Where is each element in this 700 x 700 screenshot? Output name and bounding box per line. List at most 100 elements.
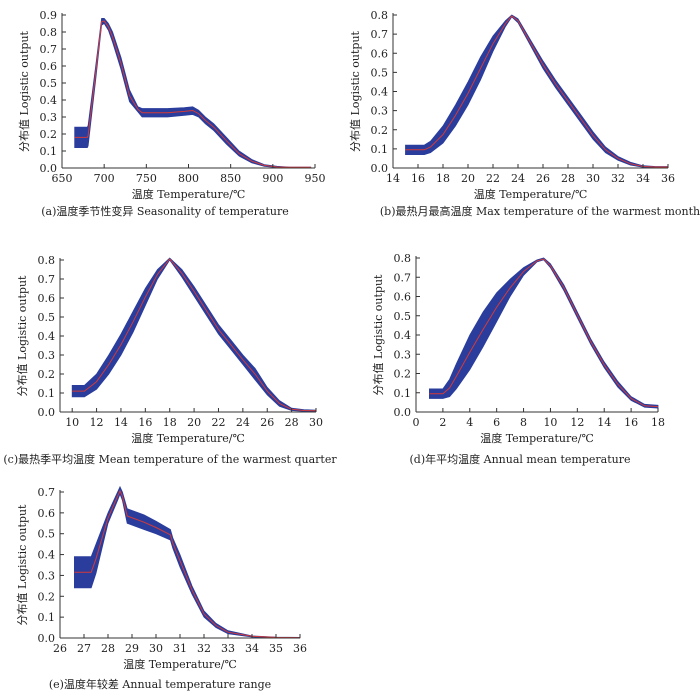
y-axis-title: 分布值 Logistic output — [372, 274, 385, 395]
x-tick-label: 14 — [386, 172, 400, 185]
y-tick-label: 0.8 — [371, 9, 389, 22]
x-axis-title: 温度 Temperature/℃ — [480, 431, 594, 445]
y-tick-label: 0.6 — [38, 507, 56, 520]
x-tick-label: 18 — [651, 416, 665, 429]
x-tick-label: 900 — [262, 172, 283, 185]
x-tick-label: 14 — [597, 416, 611, 429]
x-tick-label: 16 — [138, 416, 152, 429]
y-tick-label: 0.0 — [394, 406, 412, 419]
y-tick-label: 0.6 — [40, 60, 58, 73]
x-tick-label: 22 — [211, 416, 225, 429]
x-tick-label: 16 — [411, 172, 425, 185]
y-axis-title: 分布值 Logistic output — [16, 504, 29, 625]
panel-caption: (a)温度季节性变异 Seasonality of temperature — [41, 204, 289, 218]
x-tick-label: 18 — [436, 172, 450, 185]
x-tick-label: 31 — [173, 642, 187, 655]
y-tick-label: 0.4 — [38, 330, 56, 343]
x-tick-label: 0 — [413, 416, 420, 429]
x-axis-title: 温度 Temperature/℃ — [474, 187, 588, 201]
y-tick-label: 0.4 — [394, 329, 412, 342]
x-tick-label: 30 — [309, 416, 323, 429]
chart-panel-2: 0.0 0.1 0.2 0.3 0.4 0.5 0.6 0.7 0.8 10 12 14 16 18 20 2… — [3, 254, 337, 466]
confidence-band — [74, 485, 301, 639]
chart-panel-0: 0.0 0.1 0.2 0.3 0.4 0.5 0.6 0.7 0.8 0.9 650 700 750 8… — [18, 9, 326, 218]
x-tick-label: 4 — [466, 416, 473, 429]
y-tick-label: 0.0 — [40, 162, 58, 175]
y-tick-label: 0.5 — [38, 528, 56, 541]
y-tick-label: 0.7 — [371, 28, 389, 41]
y-tick-label: 0.4 — [40, 94, 58, 107]
y-tick-label: 0.5 — [40, 77, 58, 90]
y-tick-label: 0.8 — [38, 254, 56, 267]
x-tick-label: 28 — [285, 416, 299, 429]
y-tick-label: 0.2 — [394, 368, 412, 381]
y-tick-label: 0.4 — [38, 549, 56, 562]
y-tick-label: 0.0 — [38, 406, 56, 419]
panel-caption: (e)温度年较差 Annual temperature range — [49, 677, 271, 691]
y-tick-label: 0.8 — [394, 252, 412, 265]
x-axis-title: 温度 Temperature/℃ — [131, 431, 245, 445]
x-tick-label: 18 — [163, 416, 177, 429]
x-tick-label: 10 — [543, 416, 557, 429]
x-tick-label: 850 — [220, 172, 241, 185]
y-tick-label: 0.1 — [394, 387, 412, 400]
y-tick-label: 0.8 — [40, 26, 58, 39]
x-tick-label: 28 — [101, 642, 115, 655]
x-tick-label: 32 — [197, 642, 211, 655]
y-tick-label: 0.7 — [394, 271, 412, 284]
y-tick-label: 0.2 — [40, 128, 58, 141]
x-tick-label: 28 — [561, 172, 575, 185]
y-tick-label: 0.2 — [38, 590, 56, 603]
panel-caption: (d)年平均温度 Annual mean temperature — [410, 452, 631, 466]
panel-caption: (b)最热月最高温度 Max temperature of the warmes… — [380, 204, 700, 218]
panel-caption: (c)最热季平均温度 Mean temperature of the warme… — [3, 452, 337, 466]
x-tick-label: 35 — [269, 642, 283, 655]
mean-response-line — [429, 258, 659, 408]
x-tick-label: 650 — [52, 172, 73, 185]
x-tick-label: 34 — [245, 642, 259, 655]
x-tick-label: 14 — [114, 416, 128, 429]
y-axis-title: 分布值 Logistic output — [18, 30, 31, 151]
x-tick-label: 6 — [493, 416, 500, 429]
x-tick-label: 36 — [293, 642, 307, 655]
y-tick-label: 0.6 — [371, 47, 389, 60]
x-tick-label: 750 — [136, 172, 157, 185]
y-tick-label: 0.2 — [371, 124, 389, 137]
x-tick-label: 22 — [486, 172, 500, 185]
x-tick-label: 30 — [149, 642, 163, 655]
x-tick-label: 10 — [65, 416, 79, 429]
y-tick-label: 0.0 — [371, 162, 389, 175]
x-tick-label: 700 — [94, 172, 115, 185]
confidence-band — [74, 18, 312, 168]
x-tick-label: 27 — [77, 642, 91, 655]
x-tick-label: 12 — [570, 416, 584, 429]
mean-response-line — [74, 20, 311, 168]
x-tick-label: 800 — [178, 172, 199, 185]
chart-panel-4: 0.0 0.1 0.2 0.3 0.4 0.5 0.6 0.7 26 27 28 29 30 31 32 33… — [16, 485, 307, 691]
x-tick-label: 26 — [536, 172, 550, 185]
x-tick-label: 26 — [53, 642, 67, 655]
mean-response-line — [74, 489, 301, 639]
y-tick-label: 0.5 — [371, 66, 389, 79]
x-axis-title: 温度 Temperature/℃ — [123, 657, 237, 671]
y-tick-label: 0.1 — [40, 145, 58, 158]
x-tick-label: 34 — [636, 172, 650, 185]
confidence-band — [405, 14, 669, 168]
x-tick-label: 8 — [520, 416, 527, 429]
y-tick-label: 0.2 — [38, 368, 56, 381]
y-tick-label: 0.0 — [38, 632, 56, 645]
x-tick-label: 16 — [624, 416, 638, 429]
y-tick-label: 0.3 — [38, 569, 56, 582]
y-tick-label: 0.4 — [371, 86, 389, 99]
x-tick-label: 30 — [586, 172, 600, 185]
y-tick-label: 0.6 — [394, 291, 412, 304]
y-tick-label: 0.3 — [371, 105, 389, 118]
x-tick-label: 950 — [305, 172, 326, 185]
x-tick-label: 12 — [90, 416, 104, 429]
mean-response-line — [405, 15, 668, 168]
confidence-band — [429, 257, 659, 409]
y-axis-title: 分布值 Logistic output — [349, 30, 362, 151]
y-tick-label: 0.3 — [394, 348, 412, 361]
chart-panel-3: 0.0 0.1 0.2 0.3 0.4 0.5 0.6 0.7 0.8 0 2 4 6 8 10 12 14 16… — [372, 252, 665, 466]
